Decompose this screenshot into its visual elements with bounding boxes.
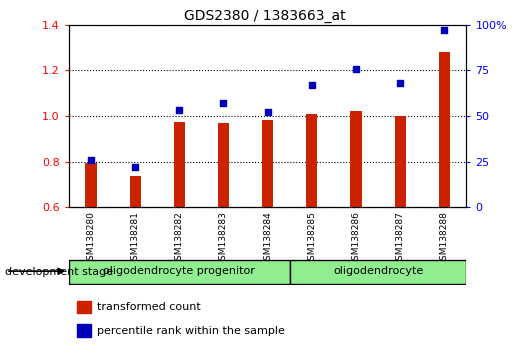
Bar — [77, 324, 91, 337]
Text: GSM138283: GSM138283 — [219, 211, 228, 266]
Text: GSM138288: GSM138288 — [440, 211, 449, 266]
Text: GSM138281: GSM138281 — [131, 211, 139, 266]
Point — [131, 164, 139, 170]
Text: GSM138287: GSM138287 — [396, 211, 404, 266]
Bar — [439, 52, 450, 207]
Text: GDS2380 / 1383663_at: GDS2380 / 1383663_at — [184, 9, 346, 23]
Bar — [85, 162, 96, 207]
Bar — [290, 260, 466, 284]
Text: GSM138280: GSM138280 — [86, 211, 95, 266]
Text: GSM138286: GSM138286 — [351, 211, 360, 266]
Point — [307, 82, 316, 88]
Text: GSM138282: GSM138282 — [175, 211, 184, 266]
Point — [175, 108, 183, 113]
Point — [87, 157, 95, 162]
Bar — [174, 122, 185, 207]
Bar — [69, 260, 290, 284]
Bar — [262, 120, 273, 207]
Text: percentile rank within the sample: percentile rank within the sample — [97, 326, 285, 336]
Point — [263, 109, 272, 115]
Bar — [350, 112, 361, 207]
Bar — [218, 123, 229, 207]
Text: development stage: development stage — [5, 267, 113, 277]
Text: GSM138284: GSM138284 — [263, 211, 272, 266]
Text: oligodendrocyte progenitor: oligodendrocyte progenitor — [103, 266, 255, 276]
Text: oligodendrocyte: oligodendrocyte — [333, 266, 423, 276]
Point — [219, 100, 228, 106]
Text: transformed count: transformed count — [97, 302, 200, 313]
Point — [440, 27, 448, 33]
Text: GSM138285: GSM138285 — [307, 211, 316, 266]
Bar — [395, 116, 405, 207]
Point — [396, 80, 404, 86]
Point — [352, 66, 360, 72]
Bar — [306, 114, 317, 207]
Bar — [130, 176, 140, 207]
Bar — [77, 301, 91, 313]
